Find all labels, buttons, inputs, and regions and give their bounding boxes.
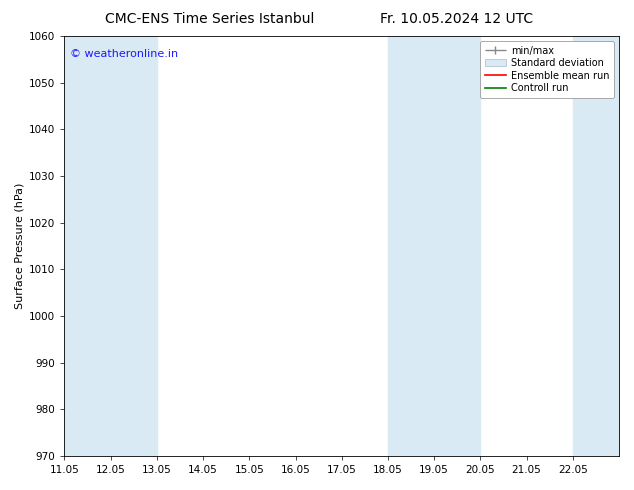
Bar bbox=[457, 36, 481, 456]
Text: CMC-ENS Time Series Istanbul: CMC-ENS Time Series Istanbul bbox=[105, 12, 314, 26]
Bar bbox=[388, 36, 411, 456]
Bar bbox=[65, 36, 87, 456]
Text: © weatheronline.in: © weatheronline.in bbox=[70, 49, 178, 59]
Bar bbox=[87, 36, 157, 456]
Bar bbox=[596, 36, 619, 456]
Bar bbox=[411, 36, 457, 456]
Bar bbox=[573, 36, 596, 456]
Legend: min/max, Standard deviation, Ensemble mean run, Controll run: min/max, Standard deviation, Ensemble me… bbox=[480, 41, 614, 98]
Text: Fr. 10.05.2024 12 UTC: Fr. 10.05.2024 12 UTC bbox=[380, 12, 533, 26]
Y-axis label: Surface Pressure (hPa): Surface Pressure (hPa) bbox=[15, 183, 25, 309]
